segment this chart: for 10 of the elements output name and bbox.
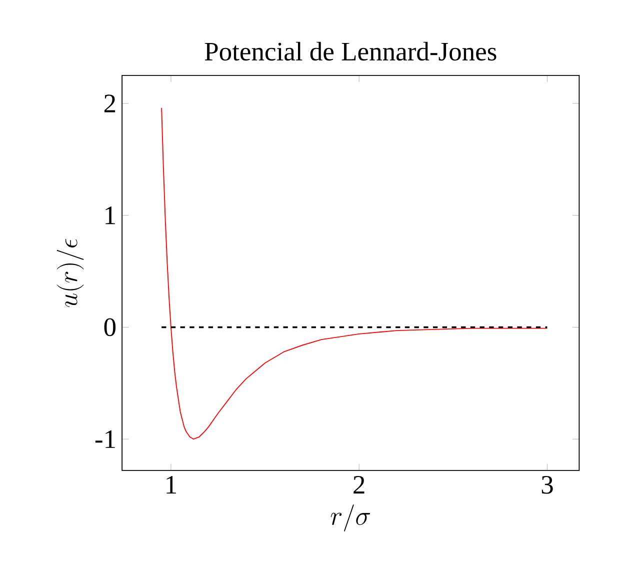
y-tick-label: -1 bbox=[95, 430, 115, 448]
y-axis-title: $u(r)/\epsilon$ bbox=[56, 238, 84, 308]
y-tick-label: 1 bbox=[106, 206, 115, 224]
y-tick-label: 2 bbox=[104, 94, 116, 112]
x-tick-label: 2 bbox=[354, 476, 364, 494]
x-tick-label: 3 bbox=[542, 476, 553, 494]
chart-title: Potencial de Lennard-Jones bbox=[204, 42, 496, 61]
y-tick-label: 0 bbox=[104, 318, 116, 336]
x-tick-label: 1 bbox=[166, 476, 176, 494]
x-axis-title: $r/\sigma$ bbox=[330, 504, 370, 532]
